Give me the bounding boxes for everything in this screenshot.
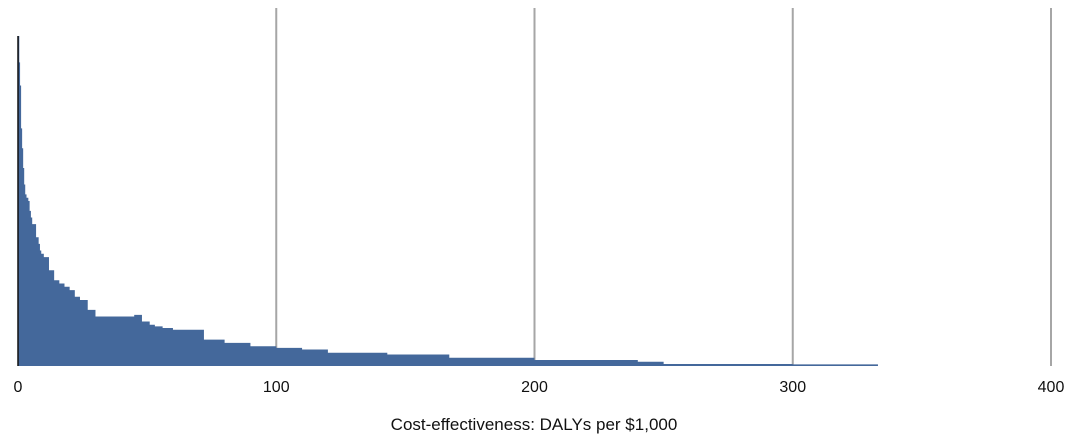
cost-effectiveness-distribution-area	[18, 36, 878, 366]
x-axis-title: Cost-effectiveness: DALYs per $1,000	[391, 415, 678, 434]
x-tick-labels: 0 100 200 300 400	[14, 379, 1065, 396]
gridlines	[275, 8, 1052, 366]
x-tick-label: 0	[14, 379, 23, 396]
x-tick-label: 400	[1038, 379, 1065, 396]
x-tick-label: 300	[779, 379, 806, 396]
x-tick-label: 100	[263, 379, 290, 396]
plot-area	[18, 36, 878, 366]
x-tick-label: 200	[521, 379, 548, 396]
